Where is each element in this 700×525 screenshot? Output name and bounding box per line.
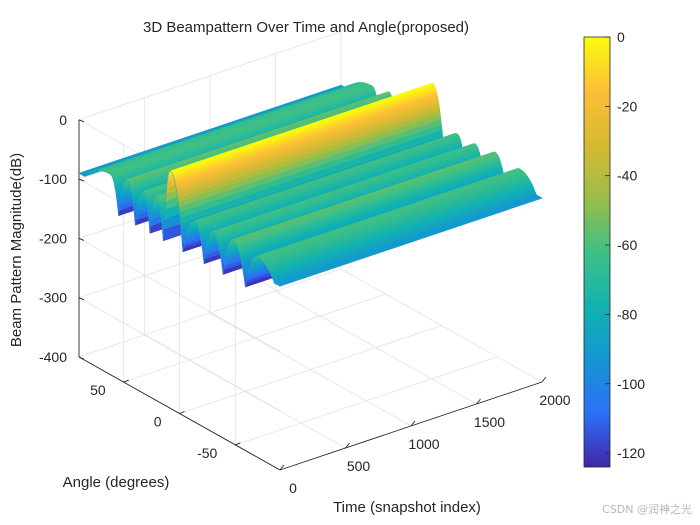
time-tick [410,420,416,427]
z-tick [78,297,85,301]
z-tick [78,119,85,123]
colorbar-tick-label: -40 [617,168,637,184]
z-tick [78,178,85,182]
time-tick [345,442,350,449]
time-tick-label: 1500 [474,414,505,430]
angle-tick [179,411,185,414]
colorbar-gradient [583,36,611,468]
colorbar-tick-label: -20 [617,98,637,114]
colorbar-tick-label: 0 [617,29,625,45]
time-tick [541,376,547,383]
surface-front-edge [78,170,281,287]
grid-line-angle-floor [235,356,498,446]
time-tick-label: 2000 [539,392,570,408]
beam-surface [78,82,543,288]
z-tick-label: -400 [39,349,67,365]
time-tick-label: 0 [289,480,297,496]
z-tick-label: 0 [59,112,67,128]
chart-title: 3D Beampattern Over Time and Angle(propo… [143,19,469,36]
watermark: CSDN @润神之光 [602,503,692,516]
time-tick-label: 500 [347,458,371,474]
angle-tick-label: 50 [90,382,106,398]
time-tick [476,398,481,405]
grid-line-angle-floor [123,293,386,383]
time-tick-label: 1000 [408,436,439,452]
colorbar-tick-label: -60 [617,237,637,253]
z-axis-label: Beam Pattern Magnitude(dB) [8,153,25,347]
z-tick-label: -100 [39,171,67,187]
colorbar: 0 -20 -40 -60 -80 -100 -120 [583,29,645,468]
z-tick-label: -300 [39,290,67,306]
grid-line-angle-floor [179,325,442,414]
colorbar-tick-label: -120 [617,445,645,461]
time-tick [279,464,285,471]
z-tick [78,356,85,360]
y-axis-label: Angle (degrees) [63,474,170,491]
z-tick [78,237,85,241]
x-axis-label: Time (snapshot index) [333,499,481,516]
angle-tick-label: 0 [154,414,162,430]
colorbar-tick-label: -80 [617,306,637,322]
angle-tick [123,379,129,383]
colorbar-tick-label: -100 [617,376,645,392]
angle-tick-label: -50 [197,445,217,461]
angle-tick [235,442,241,446]
z-tick-label: -200 [39,230,67,246]
